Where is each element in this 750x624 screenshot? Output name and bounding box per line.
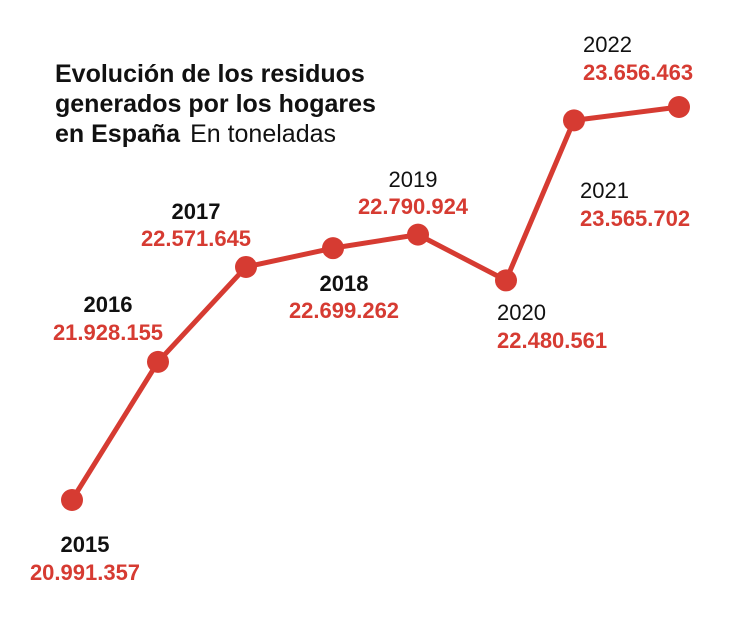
data-point-2020 [495,269,517,292]
chart-title: Evolución de los residuos generados por … [55,60,376,148]
data-point-2019 [407,223,429,246]
value-label-2021: 23.565.702 [580,206,690,231]
x-label-2020: 2020 [497,300,546,325]
data-points [61,96,690,511]
x-label-2016: 2016 [84,292,133,317]
title-line-3-bold: en España [55,120,181,148]
title-line-2: generados por los hogares [55,90,376,118]
x-label-2018: 2018 [320,271,369,296]
x-label-2019: 2019 [389,167,438,192]
data-point-2017 [235,255,257,278]
data-point-2021 [563,109,585,132]
value-label-2022: 23.656.463 [583,60,693,85]
x-label-2015: 2015 [61,532,110,557]
value-label-2017: 22.571.645 [141,226,251,251]
x-label-2021: 2021 [580,178,629,203]
value-label-2015: 20.991.357 [30,560,140,585]
data-point-2016 [147,350,169,373]
value-label-2020: 22.480.561 [497,328,607,353]
x-label-2022: 2022 [583,32,632,57]
data-point-2015 [61,489,83,511]
data-point-2022 [668,96,690,118]
value-label-2016: 21.928.155 [53,320,163,345]
series-line [69,104,682,503]
title-unit: En toneladas [190,120,336,148]
value-label-2019: 22.790.924 [358,194,469,219]
data-labels: 2015 20.991.357 2016 21.928.155 201722.571.6… [30,32,693,585]
title-line-3: en España En toneladas [55,120,336,148]
x-label-2017: 2017 [172,199,221,224]
data-point-2018 [322,237,344,260]
value-label-2018: 22.699.262 [289,298,399,323]
title-line-1: Evolución de los residuos [55,60,365,88]
